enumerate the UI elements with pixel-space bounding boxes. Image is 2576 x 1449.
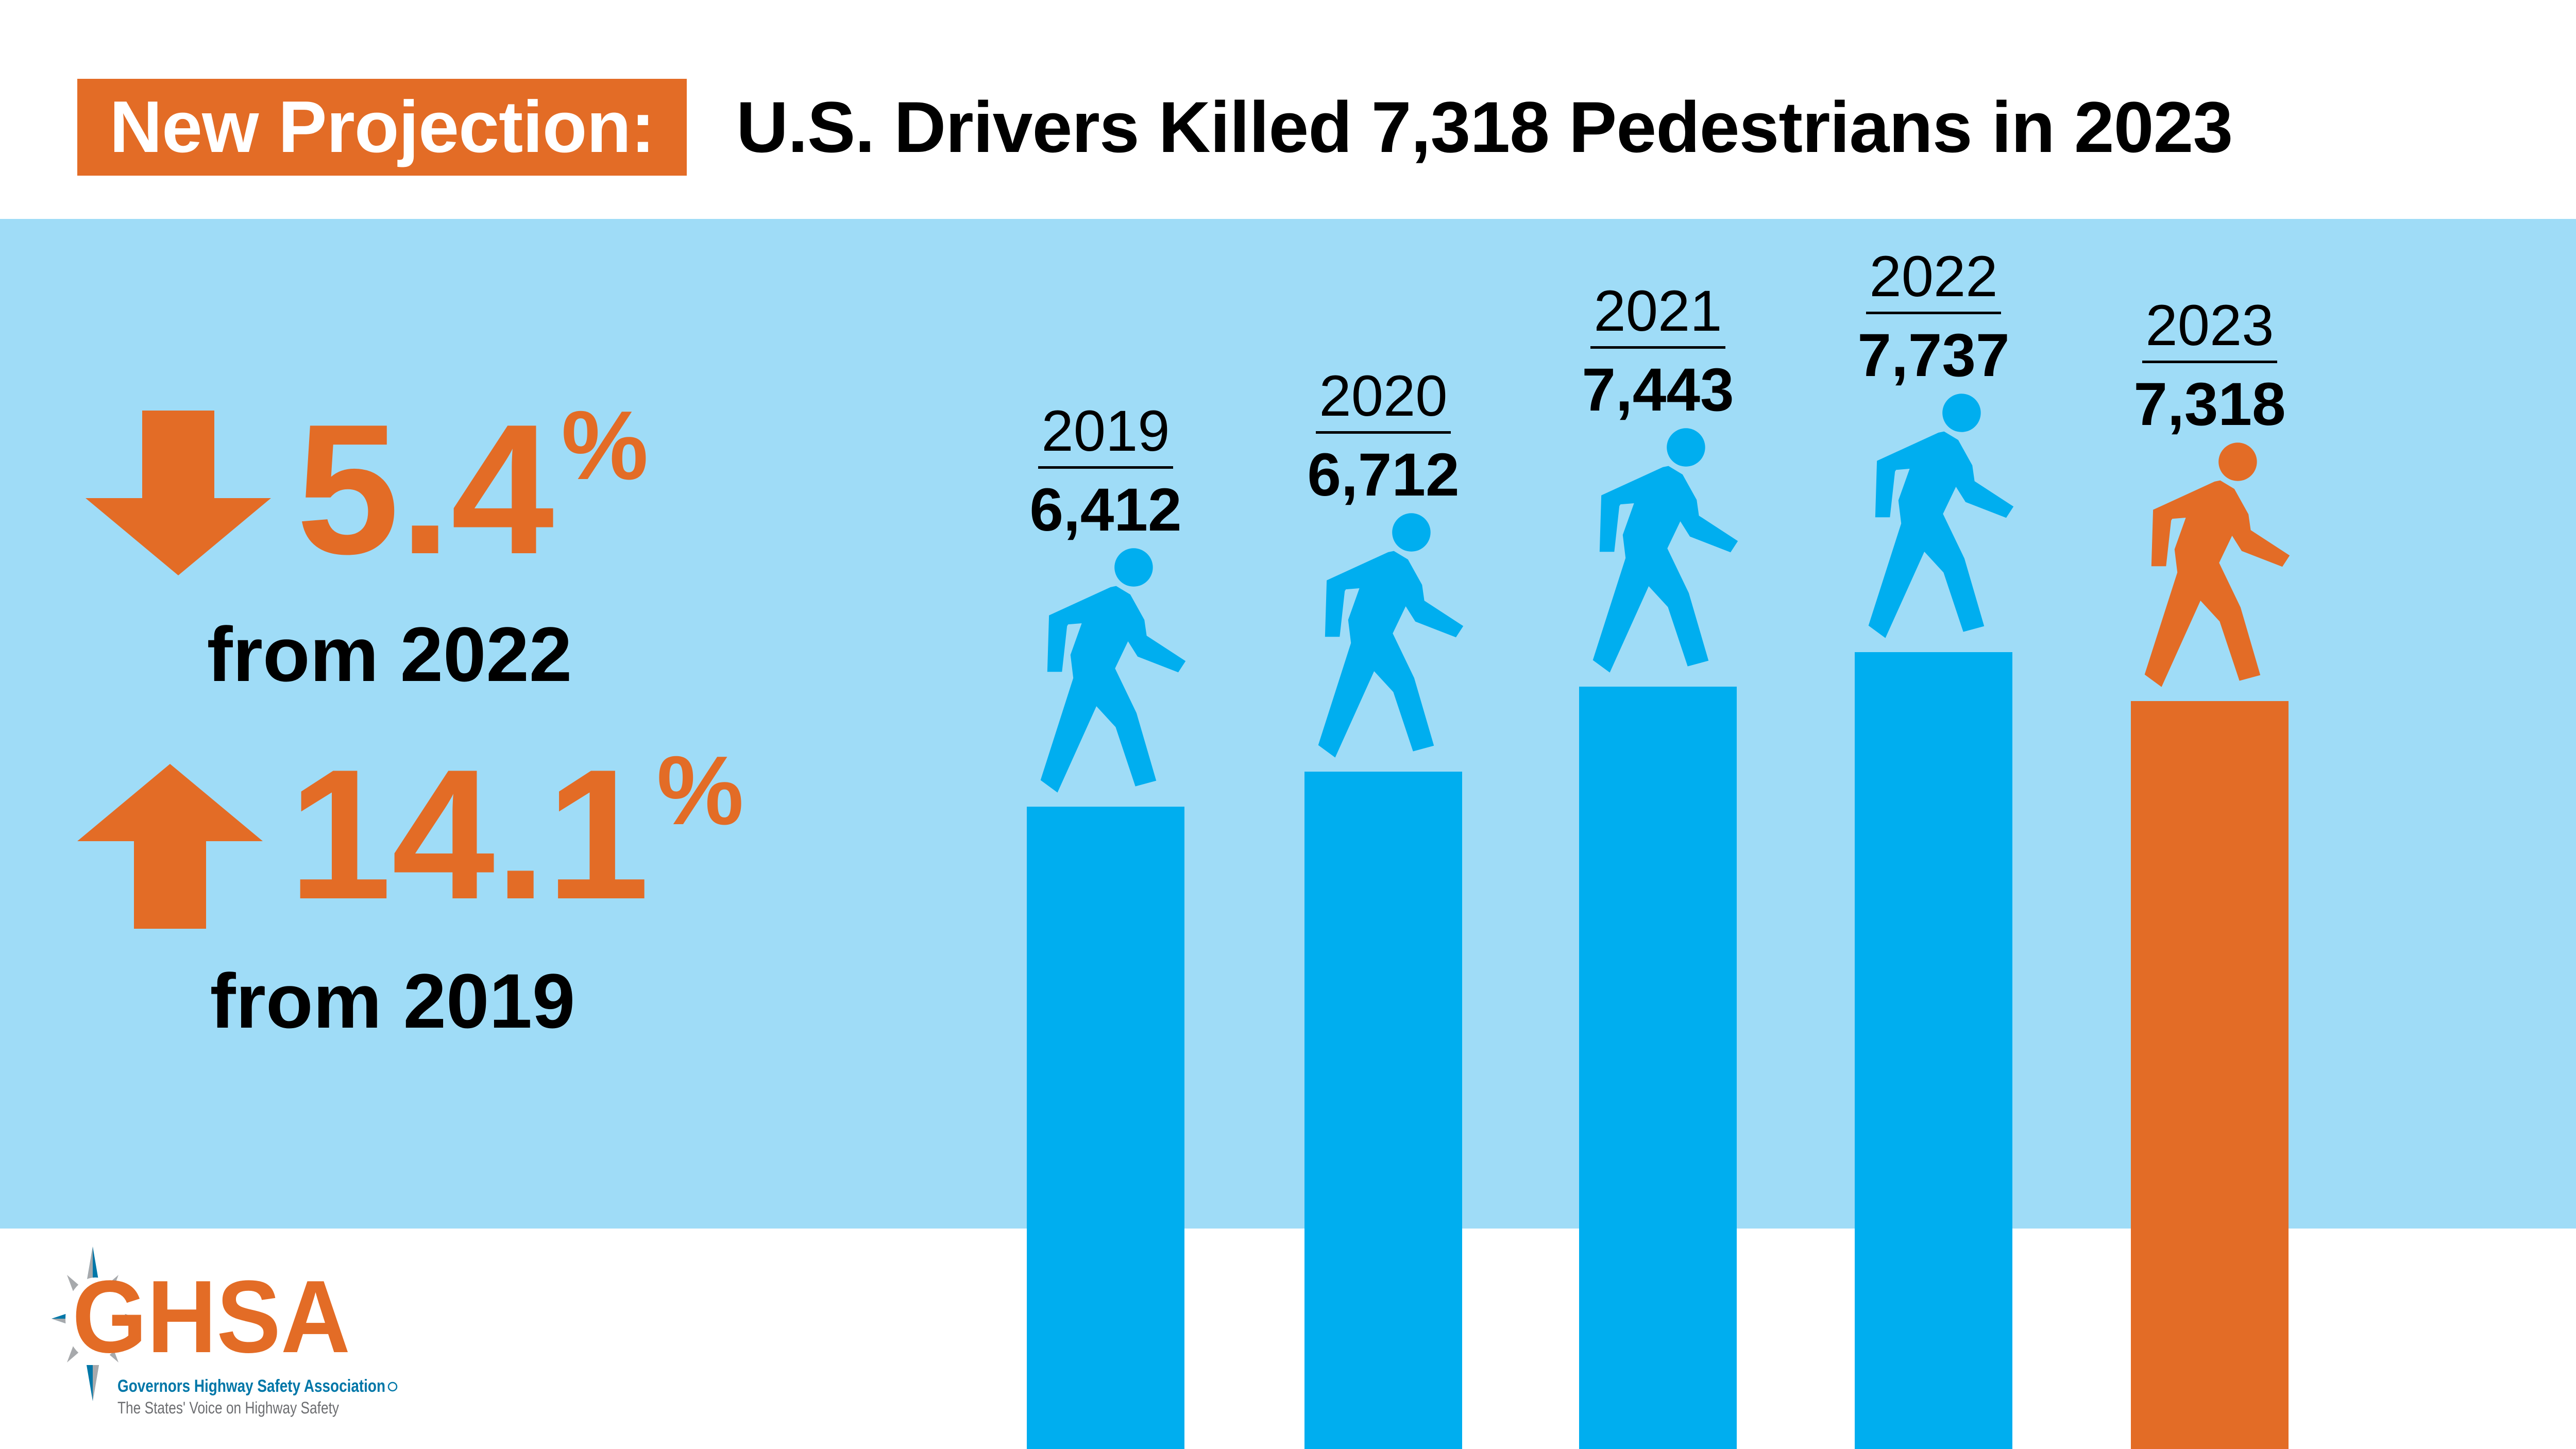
year-label: 2022 — [1831, 248, 2037, 314]
bar-2020 — [1304, 772, 1462, 1449]
pedestrian-walking-icon — [1592, 428, 1738, 673]
year-text: 2021 — [1590, 282, 1725, 349]
stat-value-down: 5.4 — [296, 386, 554, 593]
pedestrian-walking-icon — [1318, 513, 1464, 758]
pedestrian-walking-icon — [1868, 394, 2014, 638]
compass-star-icon — [52, 1247, 139, 1401]
stat-down: 5.4 % — [296, 397, 648, 582]
pedestrian-walking-icon — [2144, 442, 2290, 687]
year-text: 2022 — [1866, 248, 2001, 314]
projection-badge: New Projection: — [77, 79, 687, 176]
year-text: 2020 — [1316, 367, 1451, 434]
stat-unit-down: % — [561, 391, 649, 500]
value-label: 7,443 — [1582, 355, 1734, 424]
arrow-up-icon — [77, 764, 263, 929]
pedestrian-walking-icon — [1040, 548, 1186, 793]
value-label: 6,412 — [1029, 475, 1182, 544]
year-text: 2019 — [1038, 402, 1173, 469]
bar-2022 — [1855, 652, 2012, 1449]
logo-full-name: Governors Highway Safety Association — [117, 1376, 385, 1396]
logo-wordmark: GHSA — [72, 1259, 350, 1374]
year-label: 2020 — [1280, 367, 1486, 434]
stat-label-up: from 2019 — [210, 958, 575, 1044]
value-label: 6,712 — [1307, 441, 1460, 509]
stat-unit-up: % — [656, 736, 744, 845]
year-label: 2019 — [1003, 402, 1209, 469]
bar-2021 — [1579, 686, 1737, 1449]
bar-2023 — [2131, 701, 2289, 1449]
ghsa-logo: GHSA Governors Highway Safety Associatio… — [52, 1247, 398, 1417]
stat-up: 14.1 % — [289, 742, 744, 927]
arrow-down-icon — [86, 411, 271, 575]
year-label: 2023 — [2107, 296, 2313, 363]
logo-tagline: The States' Voice on Highway Safety — [117, 1399, 339, 1417]
bar-2019 — [1027, 806, 1184, 1449]
year-label: 2021 — [1555, 282, 1761, 349]
registered-mark-icon — [387, 1382, 398, 1392]
stat-value-up: 14.1 — [289, 731, 650, 938]
year-text: 2023 — [2142, 296, 2277, 363]
value-label: 7,737 — [1857, 321, 2010, 389]
stat-label-down: from 2022 — [207, 611, 572, 697]
value-label: 7,318 — [2133, 370, 2286, 438]
page-title: U.S. Drivers Killed 7,318 Pedestrians in… — [736, 87, 2233, 167]
